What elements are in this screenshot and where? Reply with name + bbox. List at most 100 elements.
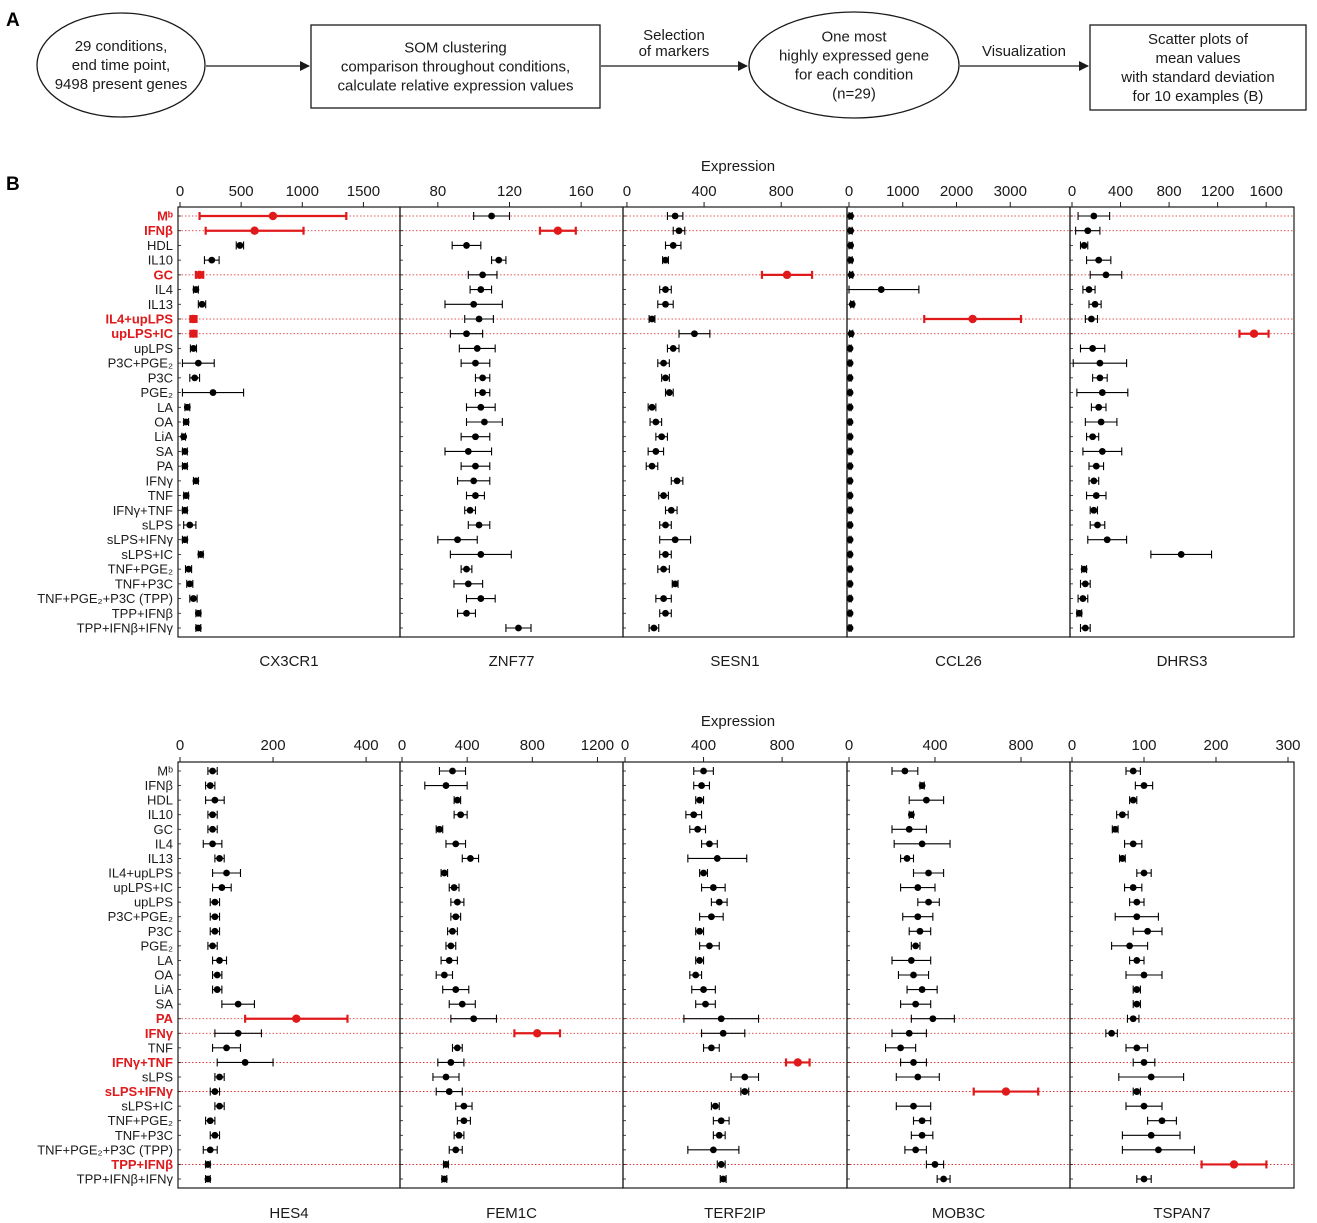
x-tick-label: 120 xyxy=(497,183,522,200)
data-point xyxy=(194,609,202,617)
x-tick-label: 2000 xyxy=(940,183,973,200)
condition-label: IFNβ xyxy=(144,223,173,238)
data-point xyxy=(846,609,854,617)
data-point xyxy=(846,359,854,367)
data-point xyxy=(209,811,216,819)
condition-label: TNF+PGE₂ xyxy=(108,562,173,577)
data-point xyxy=(463,242,470,249)
condition-label: IL4 xyxy=(155,282,173,297)
flow-node-text: for each condition xyxy=(795,67,913,84)
data-point xyxy=(696,796,704,804)
condition-label: IL13 xyxy=(148,297,173,312)
condition-label: IL13 xyxy=(148,851,173,866)
condition-label: IFNγ+TNF xyxy=(113,503,173,518)
gene-label: TERF2IP xyxy=(704,1205,766,1222)
condition-label: IFNβ xyxy=(145,778,173,793)
gene-label: HES4 xyxy=(269,1205,308,1222)
data-point xyxy=(234,1000,242,1008)
condition-label: sLPS+IFNγ xyxy=(107,532,174,547)
condition-label: upLPS+IC xyxy=(111,326,173,341)
flow-node-3: One most highly expressed gene for each co… xyxy=(748,11,960,119)
condition-label: LA xyxy=(157,400,173,415)
data-point xyxy=(846,536,854,544)
data-point xyxy=(907,957,915,964)
data-point xyxy=(1140,1102,1148,1110)
flow-node-1: 29 conditions, end time point, 9498 presen… xyxy=(36,12,206,118)
data-point xyxy=(463,609,470,617)
data-point xyxy=(1140,1175,1148,1183)
condition-label: TNF+PGE₂+P3C (TPP) xyxy=(37,1142,173,1157)
data-point xyxy=(185,565,192,573)
panel-frame xyxy=(177,206,401,638)
data-point xyxy=(847,330,855,338)
data-point xyxy=(479,271,487,279)
data-point xyxy=(662,256,669,264)
condition-label: TNF+PGE₂+P3C (TPP) xyxy=(37,591,173,606)
data-point xyxy=(190,595,197,602)
data-point xyxy=(848,300,856,308)
x-tick-label: 400 xyxy=(692,183,717,200)
data-point xyxy=(690,811,698,819)
flow-node-text: SOM clustering xyxy=(404,40,507,57)
data-point xyxy=(452,913,460,921)
data-point xyxy=(223,1044,230,1052)
scatter-panel-fem1c: 0 400 800 1200 FEM1C xyxy=(398,737,624,1222)
data-point xyxy=(907,811,915,819)
data-point xyxy=(208,256,216,264)
data-point xyxy=(1103,536,1111,544)
condition-label: P3C xyxy=(148,370,173,385)
condition-label: upLPS+IC xyxy=(113,880,173,895)
data-point xyxy=(452,840,460,848)
data-point xyxy=(910,1059,917,1066)
data-point xyxy=(671,212,679,220)
data-point xyxy=(1092,492,1100,499)
flow-node-text: highly expressed gene xyxy=(779,48,929,65)
data-point xyxy=(660,492,667,499)
condition-label: P3C+PGE₂ xyxy=(108,356,173,371)
data-point xyxy=(481,418,488,426)
data-point xyxy=(660,595,667,602)
data-point xyxy=(847,271,855,279)
gene-label: DHRS3 xyxy=(1157,653,1208,670)
data-point xyxy=(700,767,707,775)
flow-node-2: SOM clustering comparison throughout cond… xyxy=(310,24,601,109)
data-point xyxy=(209,840,216,848)
data-point xyxy=(1140,782,1148,789)
x-tick-label: 80 xyxy=(429,183,446,200)
x-tick-label: 1000 xyxy=(886,183,919,200)
data-point xyxy=(515,624,522,632)
flow-node-text: One most xyxy=(821,29,887,46)
flow-arrow-label: Selection xyxy=(643,27,705,44)
data-point xyxy=(1133,898,1141,906)
data-point xyxy=(912,942,920,950)
data-point xyxy=(846,580,854,588)
data-point xyxy=(1089,345,1097,352)
data-point xyxy=(1080,242,1088,249)
x-tick-label: 0 xyxy=(623,183,631,200)
condition-label: sLPS xyxy=(142,1070,173,1085)
data-point xyxy=(442,782,450,789)
data-point xyxy=(189,314,198,324)
data-point xyxy=(918,986,926,993)
data-point xyxy=(1155,1146,1162,1154)
data-point xyxy=(669,345,677,352)
flow-node-text: 29 conditions, xyxy=(75,38,168,55)
data-point xyxy=(1119,855,1126,862)
data-point xyxy=(1129,767,1137,775)
data-point xyxy=(650,624,658,632)
data-point xyxy=(925,869,932,877)
data-point xyxy=(470,477,478,485)
data-point xyxy=(466,506,474,514)
data-point xyxy=(1129,884,1137,891)
data-point xyxy=(1133,986,1141,993)
data-point xyxy=(846,448,854,455)
x-tick-label: 0 xyxy=(1068,737,1076,754)
data-point xyxy=(457,811,465,819)
x-tick-label: 0 xyxy=(845,183,853,200)
panel-label-a: A xyxy=(6,10,20,31)
data-point xyxy=(1081,580,1089,588)
data-point xyxy=(717,1117,725,1125)
data-point xyxy=(667,506,675,514)
data-point xyxy=(931,1161,939,1168)
